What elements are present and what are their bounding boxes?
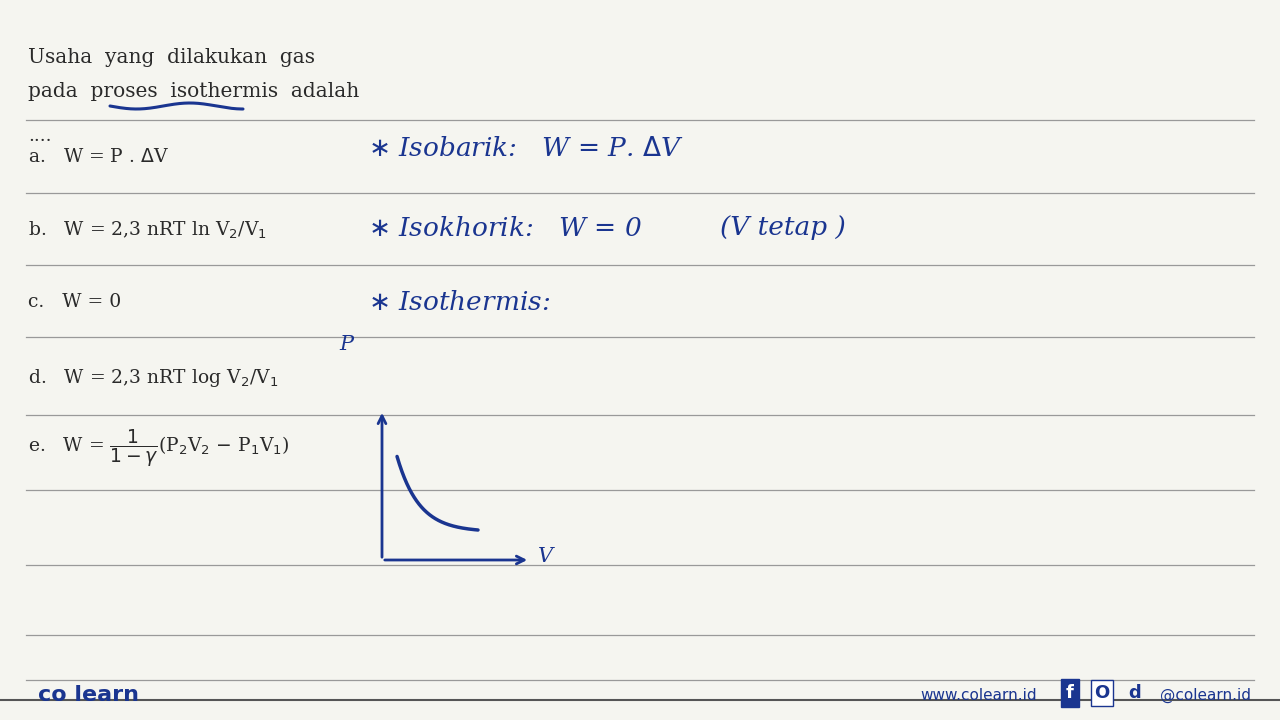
Text: $\ast$ Isothermis:: $\ast$ Isothermis: [369,289,550,315]
Text: Usaha  yang  dilakukan  gas: Usaha yang dilakukan gas [28,48,315,67]
Text: $\ast$ Isobarik:   W = P. $\Delta$V: $\ast$ Isobarik: W = P. $\Delta$V [369,135,684,161]
Text: co learn: co learn [38,685,140,705]
Text: $\ast$ Isokhorik:   W = 0: $\ast$ Isokhorik: W = 0 [369,215,643,240]
Text: a.   W = P . $\Delta$V: a. W = P . $\Delta$V [28,148,169,166]
Text: www.colearn.id: www.colearn.id [920,688,1037,703]
Text: c.   W = 0: c. W = 0 [28,293,122,311]
Text: d: d [1129,684,1142,702]
Text: @colearn.id: @colearn.id [1160,688,1251,703]
Text: ....: .... [28,127,51,145]
Text: d.   W = 2,3 nRT log V$_2$/V$_1$: d. W = 2,3 nRT log V$_2$/V$_1$ [28,367,278,389]
Text: P: P [339,336,353,354]
Text: f: f [1066,684,1074,702]
Text: pada  proses  isothermis  adalah: pada proses isothermis adalah [28,82,360,101]
Text: O: O [1094,684,1110,702]
Text: e.   W = $\dfrac{1}{1-\gamma}$(P$_2$V$_2$ $-$ P$_1$V$_1$): e. W = $\dfrac{1}{1-\gamma}$(P$_2$V$_2$ … [28,427,289,469]
Text: b.   W = 2,3 nRT ln V$_2$/V$_1$: b. W = 2,3 nRT ln V$_2$/V$_1$ [28,220,268,240]
Text: V: V [538,546,553,565]
Text: (V tetap ): (V tetap ) [719,215,846,240]
